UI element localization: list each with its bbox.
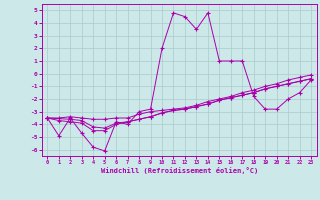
X-axis label: Windchill (Refroidissement éolien,°C): Windchill (Refroidissement éolien,°C) xyxy=(100,167,258,174)
